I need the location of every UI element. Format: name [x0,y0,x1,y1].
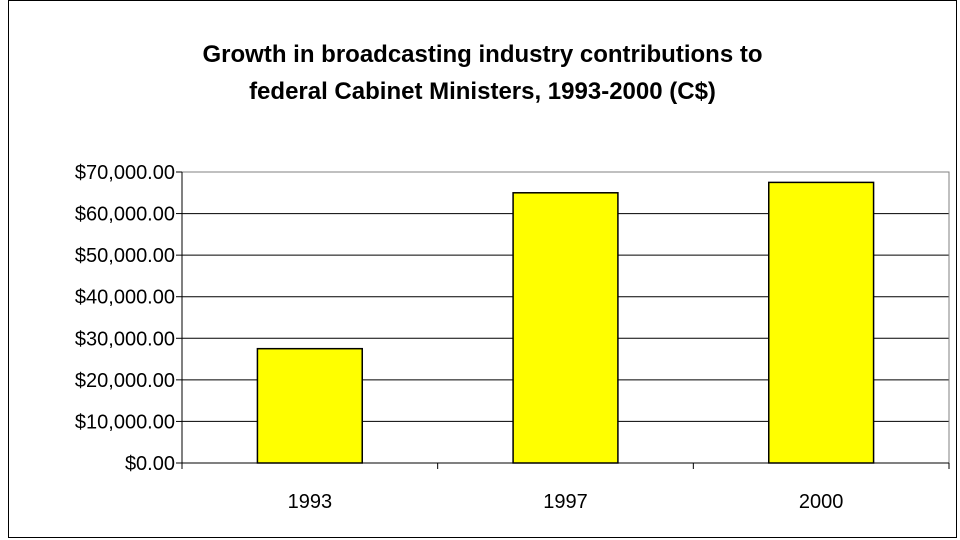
y-tick-label-5: $50,000.00 [75,245,175,267]
chart-title-line-2: federal Cabinet Ministers, 1993-2000 (C$… [249,78,716,105]
bar-1993 [256,347,363,464]
y-tick-label-6: $60,000.00 [75,204,175,226]
bar-1997 [512,192,619,464]
chart-title-line-1: Growth in broadcasting industry contribu… [202,41,763,68]
y-tick-label-3: $30,000.00 [75,328,175,350]
bar-2000 [768,181,875,464]
y-tick-label-4: $40,000.00 [75,287,175,309]
y-tick-label-7: $70,000.00 [75,162,175,184]
y-tick-label-2: $20,000.00 [75,370,175,392]
x-tick-label-1993: 1993 [288,491,333,513]
y-tick-label-1: $10,000.00 [75,411,175,433]
chart-title: Growth in broadcasting industry contribu… [8,36,957,110]
y-tick-label-0: $0.00 [125,453,175,475]
x-tick-label-1997: 1997 [543,491,588,513]
x-tick-label-2000: 2000 [799,491,844,513]
